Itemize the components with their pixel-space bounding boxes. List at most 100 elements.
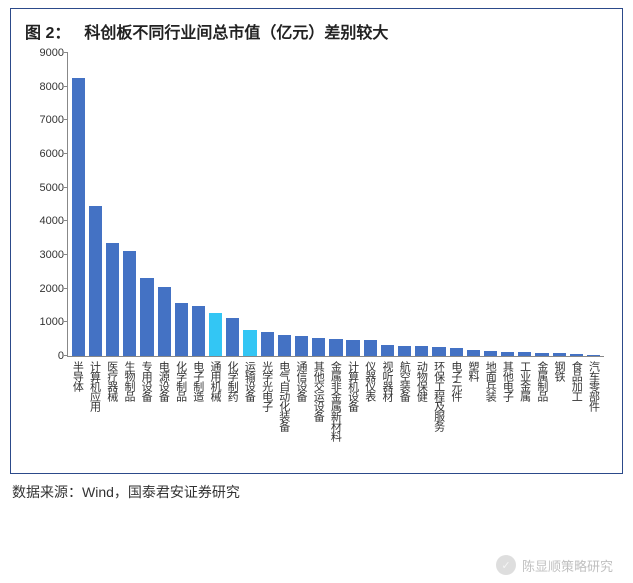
bar-slot: [414, 53, 429, 356]
x-tick-label: 电子元件: [448, 361, 464, 401]
x-tick-label: 专用设备: [138, 361, 154, 401]
watermark-text: 陈显顺策略研究: [522, 556, 613, 575]
y-tick-label: 3000: [40, 249, 64, 261]
bar-slot: [449, 53, 464, 356]
bar: [226, 318, 239, 356]
x-label-slot: 化学制药: [225, 357, 240, 459]
x-label-slot: 食品加工: [569, 357, 584, 459]
x-tick-label: 电源设备: [155, 361, 171, 401]
bar-slot: [483, 53, 498, 356]
bar-slot: [466, 53, 481, 356]
bar-slot: [123, 53, 138, 356]
x-tick-label: 航空装备: [396, 361, 412, 401]
y-tick-mark: [64, 187, 68, 188]
x-label-slot: 半导体: [70, 357, 85, 459]
bar-slot: [569, 53, 584, 356]
bar: [295, 336, 308, 356]
x-label-slot: 通信设备: [294, 357, 309, 459]
bar: [278, 335, 291, 356]
x-label-slot: 环保工程及服务: [431, 357, 446, 459]
bar: [209, 313, 222, 356]
bar-slot: [157, 53, 172, 356]
bar: [106, 243, 119, 356]
bar: [158, 287, 171, 356]
x-tick-label: 化学制药: [224, 361, 240, 401]
x-tick-label: 视听器材: [379, 361, 395, 401]
x-label-slot: 光学光电子: [259, 357, 274, 459]
bar: [261, 332, 274, 356]
x-tick-label: 钢铁: [551, 361, 567, 381]
bar-slot: [397, 53, 412, 356]
bar-slot: [294, 53, 309, 356]
bar: [72, 78, 85, 356]
x-label-slot: 电子制造: [190, 357, 205, 459]
y-tick-mark: [64, 288, 68, 289]
x-label-slot: 计算机设备: [345, 357, 360, 459]
bar: [553, 353, 566, 356]
x-tick-label: 金属制品: [534, 361, 550, 401]
x-label-slot: 其他交运设备: [311, 357, 326, 459]
bar: [192, 306, 205, 357]
y-tick-mark: [64, 254, 68, 255]
bar-slot: [552, 53, 567, 356]
x-tick-label: 仪器仪表: [362, 361, 378, 401]
bar: [535, 353, 548, 356]
y-tick-mark: [64, 119, 68, 120]
x-tick-label: 光学光电子: [259, 361, 275, 411]
bar-slot: [500, 53, 515, 356]
bar: [140, 278, 153, 356]
x-label-slot: 航空装备: [397, 357, 412, 459]
x-tick-label: 食品加工: [568, 361, 584, 401]
watermark: ✓ 陈显顺策略研究: [496, 555, 613, 575]
x-tick-label: 塑料: [465, 361, 481, 381]
bar: [432, 347, 445, 356]
y-tick-mark: [64, 355, 68, 356]
y-tick-label: 4000: [40, 215, 64, 227]
x-tick-label: 环保工程及服务: [431, 361, 447, 431]
bar-slot: [586, 53, 601, 356]
x-label-slot: 金属制品: [534, 357, 549, 459]
x-label-slot: 运输设备: [242, 357, 257, 459]
bar: [484, 351, 497, 356]
y-tick-label: 9000: [40, 47, 64, 59]
bar: [381, 345, 394, 356]
x-label-slot: 专用设备: [139, 357, 154, 459]
bar: [587, 355, 600, 357]
bar-slot: [380, 53, 395, 356]
x-label-slot: 工业金属: [517, 357, 532, 459]
bar: [570, 354, 583, 356]
x-tick-label: 金属非金属新材料: [327, 361, 343, 441]
x-label-slot: 钢铁: [552, 357, 567, 459]
bar: [123, 251, 136, 356]
y-tick-mark: [64, 321, 68, 322]
bar-slot: [346, 53, 361, 356]
x-tick-label: 通用机械: [207, 361, 223, 401]
bar-slot: [208, 53, 223, 356]
x-label-slot: 生物制品: [122, 357, 137, 459]
bar: [501, 352, 514, 356]
bar-slot: [71, 53, 86, 356]
x-tick-label: 工业金属: [517, 361, 533, 401]
figure-title: 科创板不同行业间总市值（亿元）差别较大: [84, 19, 388, 43]
y-tick-label: 1000: [40, 316, 64, 328]
x-tick-label: 电气自动化装备: [276, 361, 292, 431]
x-label-slot: 计算机应用: [87, 357, 102, 459]
bar: [450, 348, 463, 356]
plot-area: 0100020003000400050006000700080009000: [67, 53, 604, 357]
x-tick-label: 生物制品: [121, 361, 137, 401]
bar-slot: [174, 53, 189, 356]
x-tick-label: 医疗器械: [104, 361, 120, 401]
y-tick-label: 6000: [40, 148, 64, 160]
x-label-slot: 仪器仪表: [362, 357, 377, 459]
x-label-slot: 视听器材: [380, 357, 395, 459]
bar: [312, 338, 325, 356]
data-source: 数据来源：Wind，国泰君安证券研究: [12, 482, 621, 502]
x-label-slot: 医疗器械: [104, 357, 119, 459]
figure-container: 图 2： 科创板不同行业间总市值（亿元）差别较大 010002000300040…: [0, 8, 633, 583]
y-tick-mark: [64, 220, 68, 221]
x-tick-label: 运输设备: [241, 361, 257, 401]
bar: [175, 303, 188, 356]
y-tick-label: 8000: [40, 81, 64, 93]
x-tick-label: 汽车零部件: [585, 361, 601, 411]
x-label-slot: 通用机械: [208, 357, 223, 459]
